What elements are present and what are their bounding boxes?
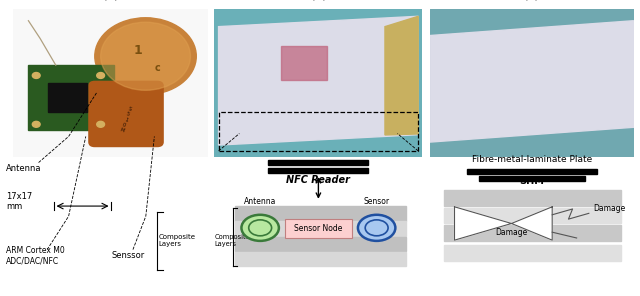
Polygon shape xyxy=(385,16,419,135)
Text: Damage: Damage xyxy=(495,228,527,237)
Text: Damage: Damage xyxy=(593,205,625,213)
Bar xyxy=(269,168,369,173)
Circle shape xyxy=(97,73,104,78)
Circle shape xyxy=(33,121,40,127)
Bar xyxy=(285,219,352,238)
Text: Senssor: Senssor xyxy=(111,251,145,260)
Text: Composite
Layers: Composite Layers xyxy=(159,234,196,247)
Bar xyxy=(467,169,597,174)
Text: S
5
1
0
M: S 5 1 0 M xyxy=(119,106,133,134)
Bar xyxy=(444,225,621,241)
Text: 17x17
mm: 17x17 mm xyxy=(6,192,33,211)
Polygon shape xyxy=(430,21,634,142)
Bar xyxy=(236,252,406,266)
Text: Antenna: Antenna xyxy=(244,197,276,206)
Text: 1: 1 xyxy=(133,44,142,57)
Polygon shape xyxy=(28,65,115,130)
Bar xyxy=(236,221,406,236)
Text: Sensor: Sensor xyxy=(364,197,390,206)
Text: Fibre-metal-laminate Plate: Fibre-metal-laminate Plate xyxy=(472,155,592,164)
FancyBboxPatch shape xyxy=(89,81,163,147)
Bar xyxy=(236,206,406,221)
Bar xyxy=(479,176,585,181)
Text: Antenna: Antenna xyxy=(6,164,42,173)
Circle shape xyxy=(241,215,279,241)
Polygon shape xyxy=(219,16,419,145)
Text: NFC Reader: NFC Reader xyxy=(287,175,350,185)
Text: ARM Cortex M0
ADC/DAC/NFC: ARM Cortex M0 ADC/DAC/NFC xyxy=(6,246,65,265)
Text: Composite
Layers: Composite Layers xyxy=(214,234,250,247)
Bar xyxy=(444,207,621,223)
Bar xyxy=(444,245,621,261)
Circle shape xyxy=(358,215,396,241)
Bar xyxy=(219,112,419,151)
Circle shape xyxy=(33,73,40,78)
Circle shape xyxy=(95,18,196,95)
Bar xyxy=(444,190,621,206)
Bar xyxy=(281,46,327,80)
Circle shape xyxy=(100,22,191,90)
Polygon shape xyxy=(511,207,552,240)
Circle shape xyxy=(365,220,388,236)
Text: c: c xyxy=(154,63,160,73)
Text: Sensor Node: Sensor Node xyxy=(294,224,342,233)
Text: SHM: SHM xyxy=(520,176,544,186)
Bar xyxy=(48,83,87,112)
Circle shape xyxy=(249,220,271,236)
Polygon shape xyxy=(454,207,511,240)
Circle shape xyxy=(97,121,104,127)
Bar xyxy=(269,160,369,165)
Bar xyxy=(236,237,406,251)
